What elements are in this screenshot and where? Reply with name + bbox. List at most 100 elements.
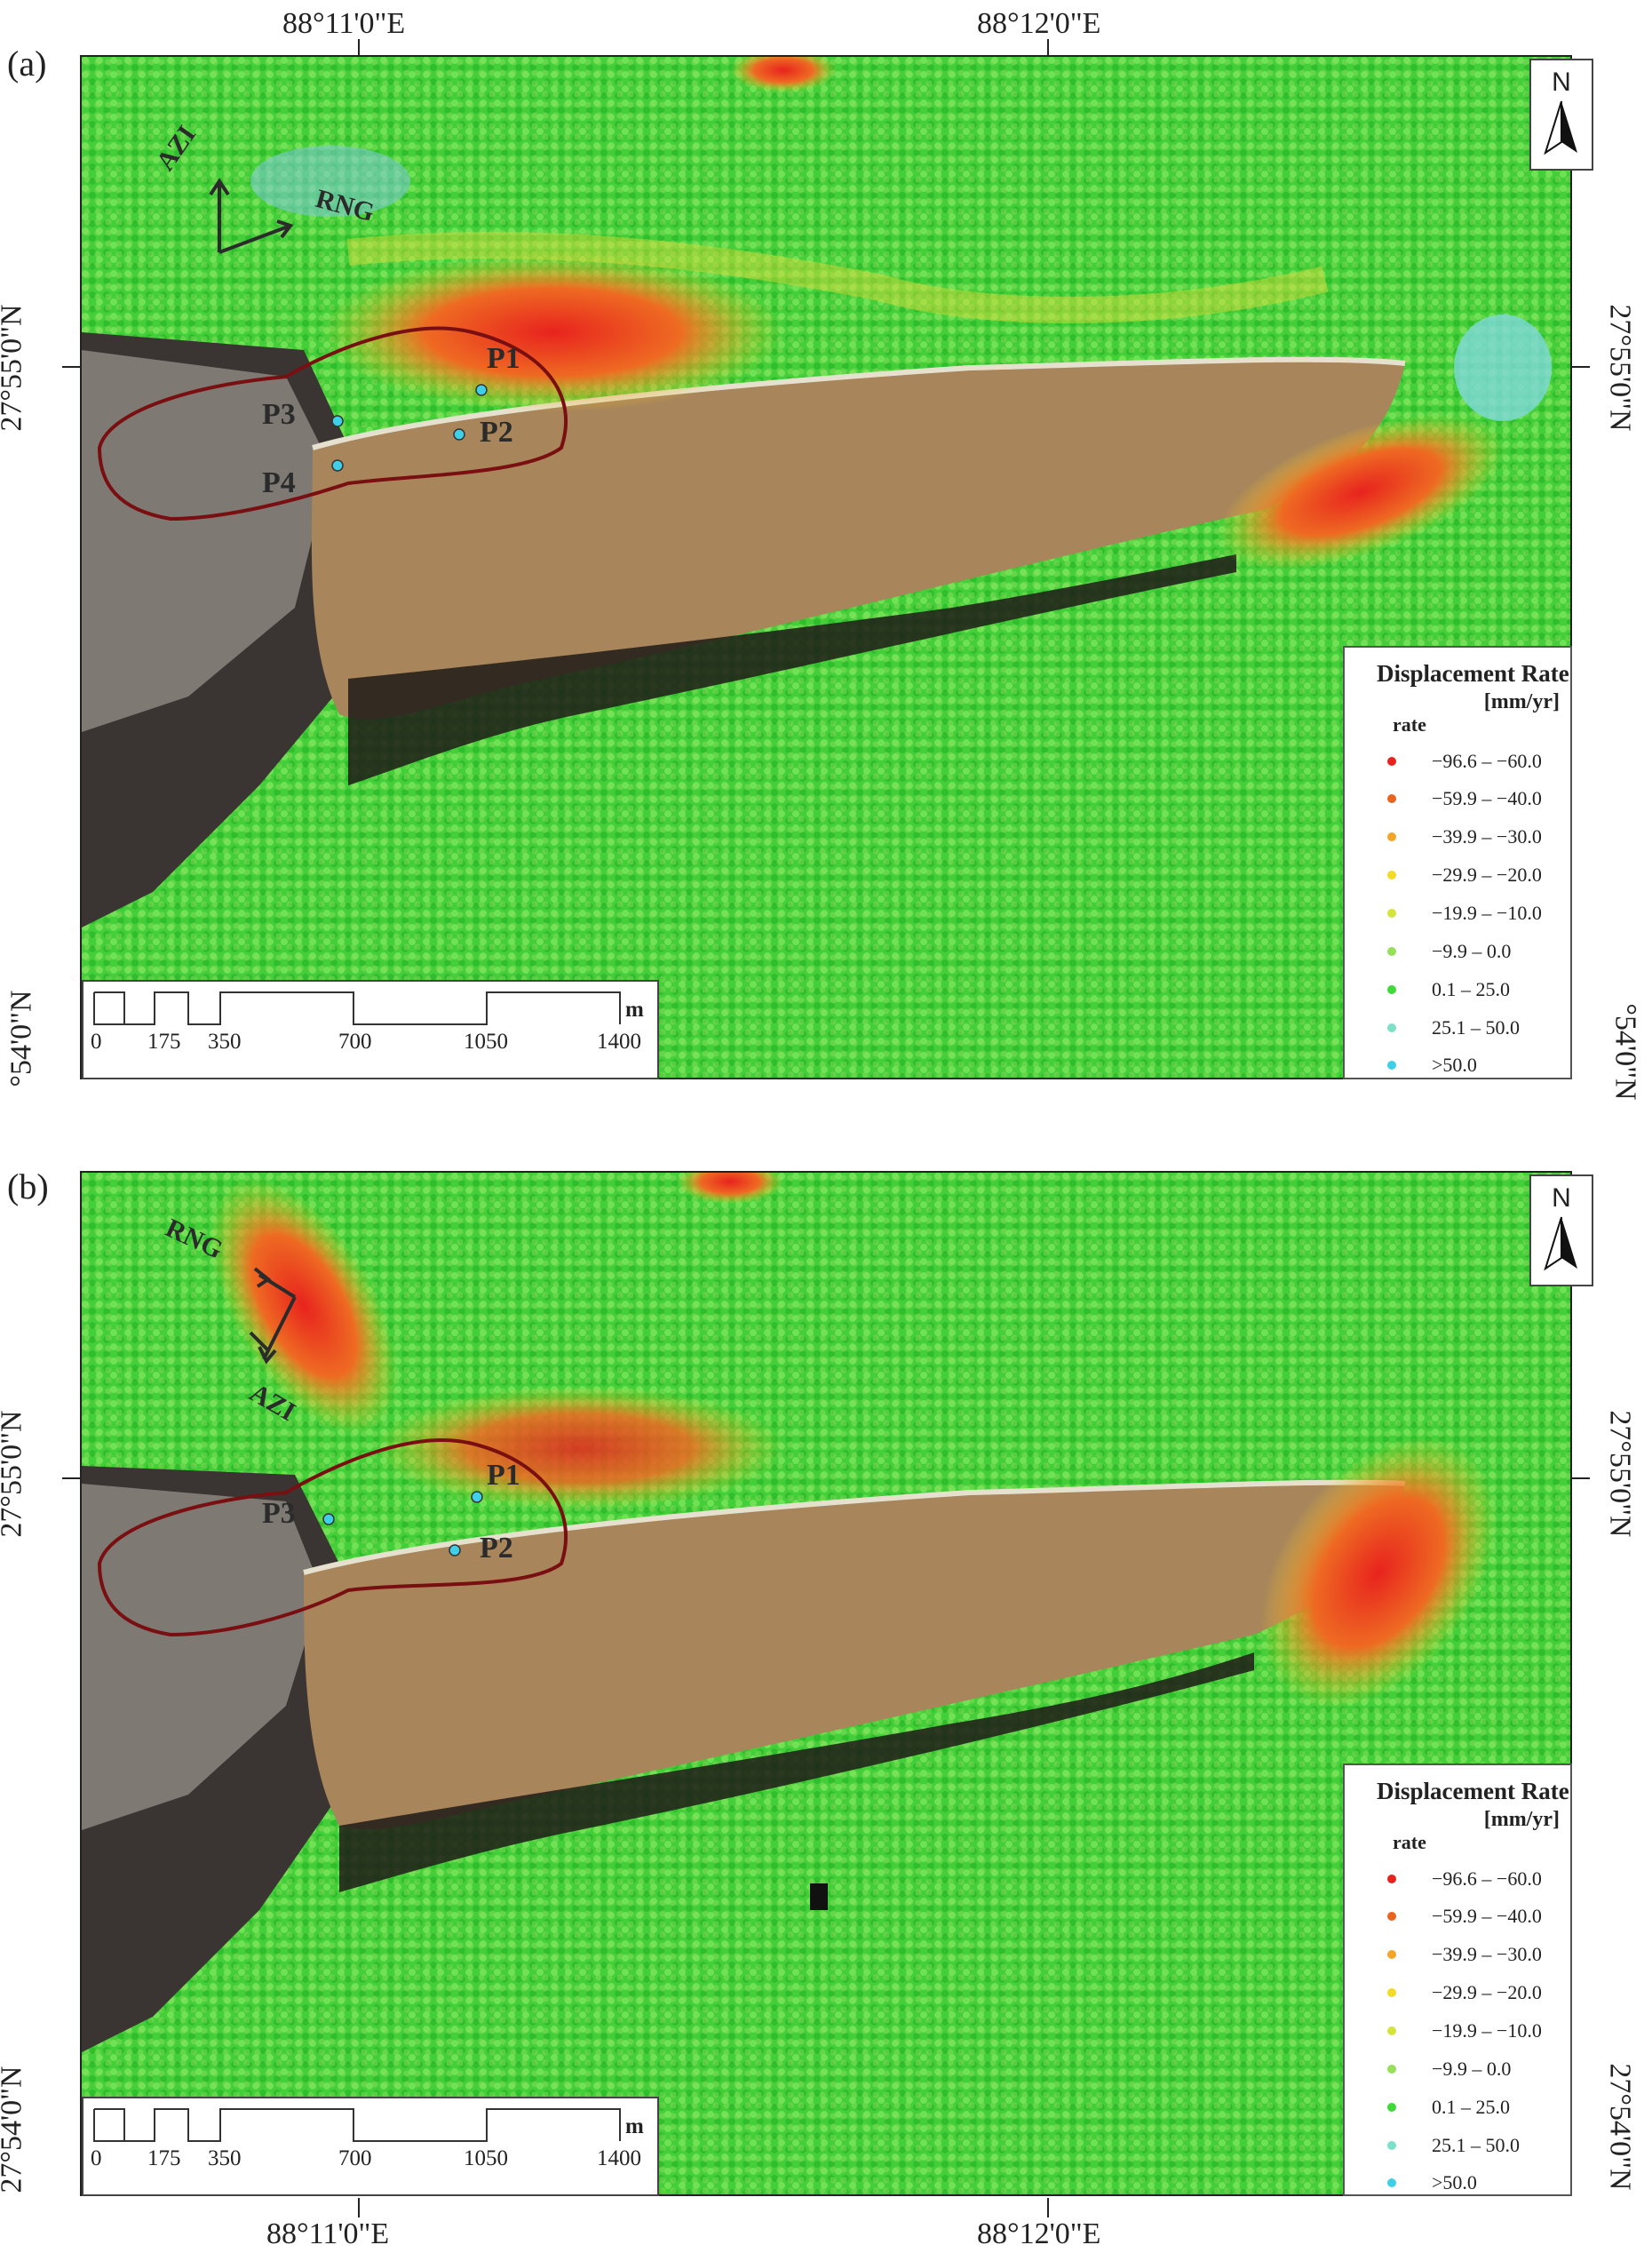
legend-swatch bbox=[1387, 1950, 1396, 1959]
north-arrow-icon bbox=[1544, 1216, 1577, 1271]
legend-swatch bbox=[1387, 2178, 1396, 2187]
panel-a-right-lat-1: 27°55'0"N bbox=[1603, 304, 1637, 432]
panel-b-legend-title: Displacement Rate bbox=[1377, 1778, 1569, 1804]
panel-b-dark-patch bbox=[810, 1883, 828, 1910]
panel-b-rng-arrowhead bbox=[253, 1267, 272, 1288]
scale-label-350: 350 bbox=[208, 1030, 242, 1054]
panel-a-azi-arrow bbox=[209, 178, 230, 252]
panel-b-label-p3: P3 bbox=[262, 1497, 296, 1530]
legend-swatch bbox=[1387, 947, 1396, 956]
panel-a-legend-row-7: 0.1 – 25.0 bbox=[1387, 972, 1510, 1007]
scale-label-175: 175 bbox=[147, 1030, 181, 1054]
legend-label: −29.9 – −20.0 bbox=[1432, 864, 1542, 886]
panel-a-label: (a) bbox=[7, 44, 47, 84]
panel-b-bare-slope bbox=[82, 1484, 322, 1830]
panel-b-shoreline bbox=[303, 1479, 1406, 1575]
legend-label: 0.1 – 25.0 bbox=[1432, 2096, 1510, 2118]
legend-swatch bbox=[1387, 832, 1396, 841]
panel-a-left-tick bbox=[62, 366, 82, 368]
panel-a-shadow bbox=[348, 554, 1236, 785]
legend-label: 25.1 – 50.0 bbox=[1432, 2134, 1520, 2156]
scale-unit: m bbox=[625, 998, 644, 1022]
panel-b-marker-p1 bbox=[471, 1491, 483, 1503]
legend-label: −59.9 – −40.0 bbox=[1432, 1905, 1542, 1927]
panel-b-label-p1: P1 bbox=[487, 1459, 520, 1492]
scale-label-0: 0 bbox=[91, 1030, 102, 1054]
legend-swatch bbox=[1387, 1061, 1396, 1070]
panel-a-north-arrow: N bbox=[1529, 59, 1593, 171]
panel-a-right-tick bbox=[1570, 366, 1590, 368]
panel-a-bare-slope bbox=[82, 350, 330, 732]
panel-a-plume-north bbox=[730, 57, 837, 92]
panel-a-rng-arrow bbox=[218, 219, 294, 254]
panel-b-plume-north bbox=[677, 1173, 783, 1204]
panel-a-right-lat-2: °54'0"N bbox=[1608, 1003, 1642, 1101]
panel-a-plume-east bbox=[1217, 414, 1505, 570]
panel-b-legend-row-7: 0.1 – 25.0 bbox=[1387, 2090, 1510, 2125]
panel-b-left-tick bbox=[62, 1477, 82, 1479]
legend-label: >50.0 bbox=[1432, 1054, 1477, 1076]
panel-a-yellow-band bbox=[346, 232, 1329, 323]
legend-swatch bbox=[1387, 909, 1396, 918]
panel-a-top-tick-1 bbox=[358, 39, 360, 59]
panel-a-plume-west bbox=[322, 252, 783, 412]
panel-b-right-lat-2: 27°54'0"N bbox=[1603, 2063, 1637, 2191]
legend-label: −59.9 – −40.0 bbox=[1432, 787, 1542, 809]
panel-b-legend-row-2: −59.9 – −40.0 bbox=[1387, 1899, 1542, 1934]
panel-b-lake bbox=[304, 1482, 1405, 1830]
legend-label: −39.9 – −30.0 bbox=[1432, 1943, 1542, 1965]
legend-label: 25.1 – 50.0 bbox=[1432, 1016, 1520, 1039]
scale-label-1400: 1400 bbox=[597, 2146, 641, 2170]
panel-a-blue-patch-nw bbox=[250, 146, 410, 217]
panel-b-marker-p2 bbox=[449, 1544, 461, 1556]
panel-b-bottom-tick-1 bbox=[358, 2198, 360, 2217]
panel-a-top-lon-1: 88°11'0"E bbox=[282, 7, 406, 40]
panel-a-legend-row-3: −39.9 – −30.0 bbox=[1387, 819, 1542, 855]
panel-b-legend-row-6: −9.9 – 0.0 bbox=[1387, 2051, 1511, 2087]
panel-a-top-tick-2 bbox=[1047, 39, 1049, 59]
panel-a-legend-unit: [mm/yr] bbox=[1483, 690, 1560, 713]
panel-a-legend-row-8: 25.1 – 50.0 bbox=[1387, 1010, 1520, 1046]
scale-label-1050: 1050 bbox=[464, 2146, 508, 2170]
panel-b-shadow bbox=[339, 1652, 1254, 1892]
scale-label-1400: 1400 bbox=[597, 1030, 641, 1054]
panel-a-label-p3: P3 bbox=[262, 398, 296, 431]
panel-a-shoreline bbox=[312, 356, 1406, 450]
panel-b-left-lat-1: 27°55'0"N bbox=[0, 1410, 28, 1538]
panel-a-lake bbox=[311, 359, 1405, 720]
legend-swatch bbox=[1387, 1023, 1396, 1032]
panel-b-legend-row-3: −39.9 – −30.0 bbox=[1387, 1937, 1542, 1972]
panel-a-label-p2: P2 bbox=[480, 416, 513, 449]
legend-swatch bbox=[1387, 2141, 1396, 2150]
legend-label: −29.9 – −20.0 bbox=[1432, 1981, 1542, 2003]
panel-b-north-label: N bbox=[1552, 1183, 1571, 1213]
panel-b-azi-arrowhead bbox=[258, 1346, 277, 1365]
panel-b-legend-row-4: −29.9 – −20.0 bbox=[1387, 1975, 1542, 2010]
panel-a-marker-p3 bbox=[331, 415, 344, 427]
panel-a-marker-p1 bbox=[475, 384, 488, 396]
panel-b-north-arrow: N bbox=[1529, 1174, 1593, 1286]
panel-a-map bbox=[80, 55, 1572, 1079]
legend-swatch bbox=[1387, 794, 1396, 803]
legend-swatch bbox=[1387, 871, 1396, 880]
panel-a-label-p4: P4 bbox=[262, 466, 296, 499]
scale-label-350: 350 bbox=[208, 2146, 242, 2170]
panel-a-landslide-boundary bbox=[97, 326, 568, 521]
legend-label: −39.9 – −30.0 bbox=[1432, 825, 1542, 848]
panel-b-legend-unit: [mm/yr] bbox=[1483, 1808, 1560, 1831]
panel-a-legend-row-1: −96.6 – −60.0 bbox=[1387, 744, 1542, 779]
panel-b-plume-west bbox=[375, 1386, 783, 1510]
north-arrow-icon bbox=[1544, 100, 1577, 155]
panel-a-legend: Displacement Rate [mm/yr] rate −96.6 – −… bbox=[1343, 646, 1572, 1079]
panel-b-legend-row-8: 25.1 – 50.0 bbox=[1387, 2128, 1520, 2163]
panel-b-legend-row-9: >50.0 bbox=[1387, 2165, 1477, 2201]
legend-label: −9.9 – 0.0 bbox=[1432, 940, 1512, 962]
legend-label: −19.9 – −10.0 bbox=[1432, 2019, 1542, 2042]
panel-a-legend-field: rate bbox=[1393, 713, 1426, 736]
panel-b-label: (b) bbox=[7, 1166, 49, 1206]
panel-b-map bbox=[80, 1171, 1572, 2196]
legend-swatch bbox=[1387, 2026, 1396, 2035]
panel-b-map-svg bbox=[82, 1173, 1570, 2194]
panel-a-north-label: N bbox=[1552, 68, 1571, 97]
panel-a-scalebar: 0 175 350 700 1050 1400 m bbox=[82, 980, 659, 1079]
